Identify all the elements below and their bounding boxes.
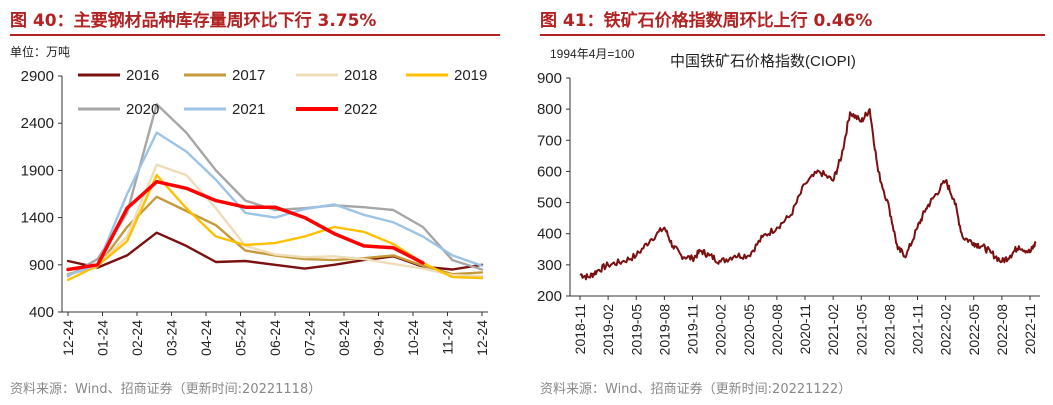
iron-ore-index-chart: 1994年4月=100 中国铁矿石价格指数(CIOPI) 200 300 400 50… (537, 47, 1040, 356)
x-tick-label: 04-24 (198, 320, 214, 356)
y-tick-label: 400 (29, 304, 54, 321)
x-tick-label: 2020-02 (713, 304, 729, 356)
legend-label-2018: 2018 (344, 67, 377, 84)
x-tick-label: 2021-05 (853, 304, 869, 356)
x-tick-label: 2022-05 (966, 304, 982, 356)
y-tick-label: 400 (537, 226, 562, 243)
y-tick-label: 300 (537, 257, 562, 274)
series-line-2022 (66, 179, 425, 272)
x-tick-label: 03-24 (164, 320, 180, 356)
y-tick-label: 700 (537, 132, 562, 149)
y-tick-label: 500 (537, 195, 562, 212)
x-tick-label: 09-24 (371, 320, 387, 356)
x-tick-label: 01-24 (95, 320, 111, 356)
legend-label-2019: 2019 (454, 67, 487, 84)
y-tick-label: 2900 (21, 68, 54, 85)
x-tick-label: 02-24 (129, 320, 145, 356)
left-source-note: 资料来源：Wind、招商证券（更新时间:20221118） (10, 382, 322, 397)
legend-label-2016: 2016 (126, 67, 159, 84)
y-tick-label: 600 (537, 163, 562, 180)
y-tick-label: 1900 (21, 162, 54, 179)
x-tick-label: 06-24 (267, 320, 283, 356)
x-tick-label: 11-24 (440, 320, 456, 355)
x-tick-label: 2019-05 (628, 304, 644, 356)
x-tick-label: 2020-08 (769, 304, 785, 356)
y-tick-label: 800 (537, 101, 562, 118)
x-tick-label: 2022-11 (1022, 304, 1038, 355)
series-line-ciopi (579, 108, 1037, 281)
x-tick-label: 2021-11 (910, 304, 926, 355)
y-tick-label: 200 (537, 288, 562, 305)
x-tick-label: 12-24 (474, 320, 490, 356)
x-tick-label: 2019-08 (656, 304, 672, 356)
legend-label-2021: 2021 (232, 101, 265, 118)
x-tick-label: 2019-11 (685, 304, 701, 355)
x-tick-label: 12-24 (60, 320, 76, 356)
x-tick-label: 2018-11 (572, 304, 588, 355)
x-tick-label: 07-24 (302, 320, 318, 356)
x-tick-label: 2020-11 (797, 304, 813, 355)
x-tick-label: 2019-02 (600, 304, 616, 356)
legend-label-2022: 2022 (344, 101, 377, 118)
y-tick-label: 2400 (21, 115, 54, 132)
right-figure-title: 图 41：铁矿石价格指数周环比上行 0.46% (540, 11, 873, 31)
right-source-note: 资料来源：Wind、招商证券（更新时间:20221122） (540, 382, 852, 397)
y-tick-label: 1400 (21, 210, 54, 227)
series-line-2021 (66, 131, 484, 277)
x-tick-label: 2022-02 (938, 304, 954, 356)
index-chart-title: 中国铁矿石价格指数(CIOPI) (670, 53, 856, 70)
inventory-line-chart: 单位：万吨 400 900 1400 1900 2400 2900 12-24 01-24 02… (10, 44, 490, 356)
legend-label-2020: 2020 (126, 101, 159, 118)
y-tick-label: 900 (29, 257, 54, 274)
x-tick-label: 2022-08 (994, 304, 1010, 356)
right-title-rule (540, 34, 1045, 36)
left-title-rule (10, 34, 500, 36)
x-tick-label: 2020-05 (741, 304, 757, 356)
series-line-2018 (66, 163, 484, 278)
y-tick-label: 900 (537, 70, 562, 87)
x-tick-label: 10-24 (405, 320, 421, 356)
x-tick-label: 08-24 (336, 320, 352, 356)
unit-label: 单位：万吨 (10, 44, 70, 59)
base-period-note: 1994年4月=100 (550, 47, 635, 61)
legend-label-2017: 2017 (232, 67, 265, 84)
series-line-2020 (66, 103, 484, 278)
left-figure-title: 图 40：主要钢材品种库存量周环比下行 3.75% (10, 11, 377, 31)
x-tick-label: 2021-02 (825, 304, 841, 356)
x-tick-label: 05-24 (233, 320, 249, 356)
x-tick-label: 2021-08 (881, 304, 897, 356)
